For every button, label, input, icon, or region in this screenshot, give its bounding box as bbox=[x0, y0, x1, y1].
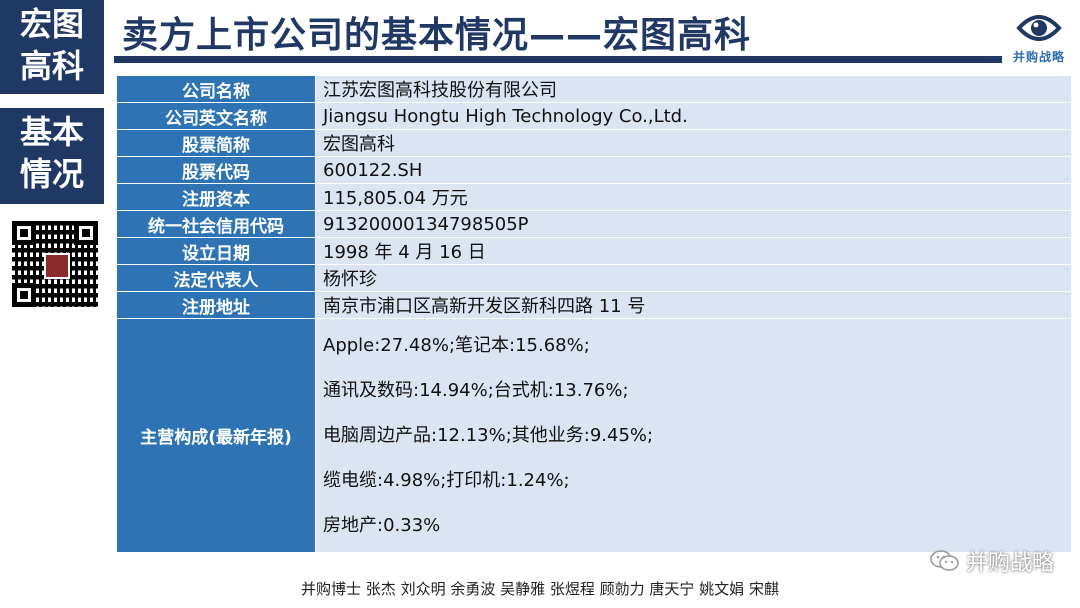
row-label: 注册地址 bbox=[116, 291, 316, 319]
table-row: 公司名称 江苏宏图高科技股份有限公司 bbox=[116, 75, 1072, 103]
qr-finder-bottom-left bbox=[12, 283, 36, 307]
qr-finder-top-right bbox=[74, 221, 98, 245]
row-label: 统一社会信用代码 bbox=[116, 210, 316, 238]
table-row: 股票代码 600122.SH bbox=[116, 156, 1072, 184]
row-label: 股票简称 bbox=[116, 129, 316, 157]
row-label: 法定代表人 bbox=[116, 264, 316, 292]
side-section-line1: 基本 bbox=[19, 113, 84, 151]
page-title: 卖方上市公司的基本情况——宏图高科 bbox=[122, 15, 752, 56]
brand-logo-text: 并购战略 bbox=[1012, 50, 1065, 64]
row-value: Jiangsu Hongtu High Technology Co.,Ltd. bbox=[315, 102, 1072, 130]
table-row: 股票简称 宏图高科 bbox=[116, 129, 1072, 157]
row-value: 杨怀珍 bbox=[315, 264, 1072, 292]
side-company-line2: 高科 bbox=[19, 47, 84, 85]
eye-icon bbox=[1016, 15, 1062, 41]
side-company-line1: 宏图 bbox=[19, 5, 84, 43]
row-value: 1998 年 4 月 16 日 bbox=[315, 237, 1072, 265]
row-label: 股票代码 bbox=[116, 156, 316, 184]
qr-code bbox=[10, 219, 100, 309]
row-value: 江苏宏图高科技股份有限公司 bbox=[315, 75, 1072, 103]
wechat-watermark: 并购战略 bbox=[930, 545, 1054, 577]
row-label: 公司英文名称 bbox=[116, 102, 316, 130]
wechat-icon bbox=[930, 550, 959, 571]
business-label: 主营构成(最新年报) bbox=[116, 318, 316, 553]
qr-finder-top-left bbox=[12, 221, 36, 245]
business-value: Apple:27.48%;笔记本:15.68%; 通讯及数码:14.94%;台式… bbox=[315, 318, 1072, 553]
row-value: 600122.SH bbox=[315, 156, 1072, 184]
business-line: 房地产:0.33% bbox=[323, 515, 441, 536]
row-value: 宏图高科 bbox=[315, 129, 1072, 157]
side-section-line2: 情况 bbox=[19, 155, 84, 193]
table-row: 注册资本 115,805.04 万元 bbox=[116, 183, 1072, 211]
table-row: 法定代表人 杨怀珍 bbox=[116, 264, 1072, 292]
watermark-text: 并购战略 bbox=[966, 551, 1055, 576]
row-value: 115,805.04 万元 bbox=[315, 183, 1072, 211]
brand-logo: 并购战略 bbox=[1006, 10, 1072, 72]
title-underline bbox=[114, 56, 1002, 63]
business-row: 主营构成(最新年报) Apple:27.48%;笔记本:15.68%; 通讯及数… bbox=[116, 318, 1072, 553]
business-line: 通讯及数码:14.94%;台式机:13.76%; bbox=[323, 380, 629, 401]
side-section-box: 基本 情况 bbox=[0, 108, 104, 204]
row-label: 公司名称 bbox=[116, 75, 316, 103]
row-value: 91320000134798505P bbox=[315, 210, 1072, 238]
row-label: 注册资本 bbox=[116, 183, 316, 211]
row-value: 南京市浦口区高新开发区新科四路 11 号 bbox=[315, 291, 1072, 319]
table-row: 设立日期 1998 年 4 月 16 日 bbox=[116, 237, 1072, 265]
table-row: 公司英文名称 Jiangsu Hongtu High Technology Co… bbox=[116, 102, 1072, 130]
company-info-table: 公司名称 江苏宏图高科技股份有限公司 公司英文名称 Jiangsu Hongtu… bbox=[116, 75, 1072, 553]
table-row: 注册地址 南京市浦口区高新开发区新科四路 11 号 bbox=[116, 291, 1072, 319]
business-line: 缆电缆:4.98%;打印机:1.24%; bbox=[323, 470, 570, 491]
author-footer: 并购博士 张杰 刘众明 余勇波 吴静雅 张煜程 顾勍力 唐天宁 姚文娟 宋麒 bbox=[301, 580, 779, 598]
business-line: 电脑周边产品:12.13%;其他业务:9.45%; bbox=[323, 425, 654, 446]
qr-center-logo bbox=[44, 253, 70, 279]
side-company-box: 宏图 高科 bbox=[0, 0, 104, 94]
business-line: Apple:27.48%;笔记本:15.68%; bbox=[323, 335, 590, 356]
table-row: 统一社会信用代码 91320000134798505P bbox=[116, 210, 1072, 238]
row-label: 设立日期 bbox=[116, 237, 316, 265]
